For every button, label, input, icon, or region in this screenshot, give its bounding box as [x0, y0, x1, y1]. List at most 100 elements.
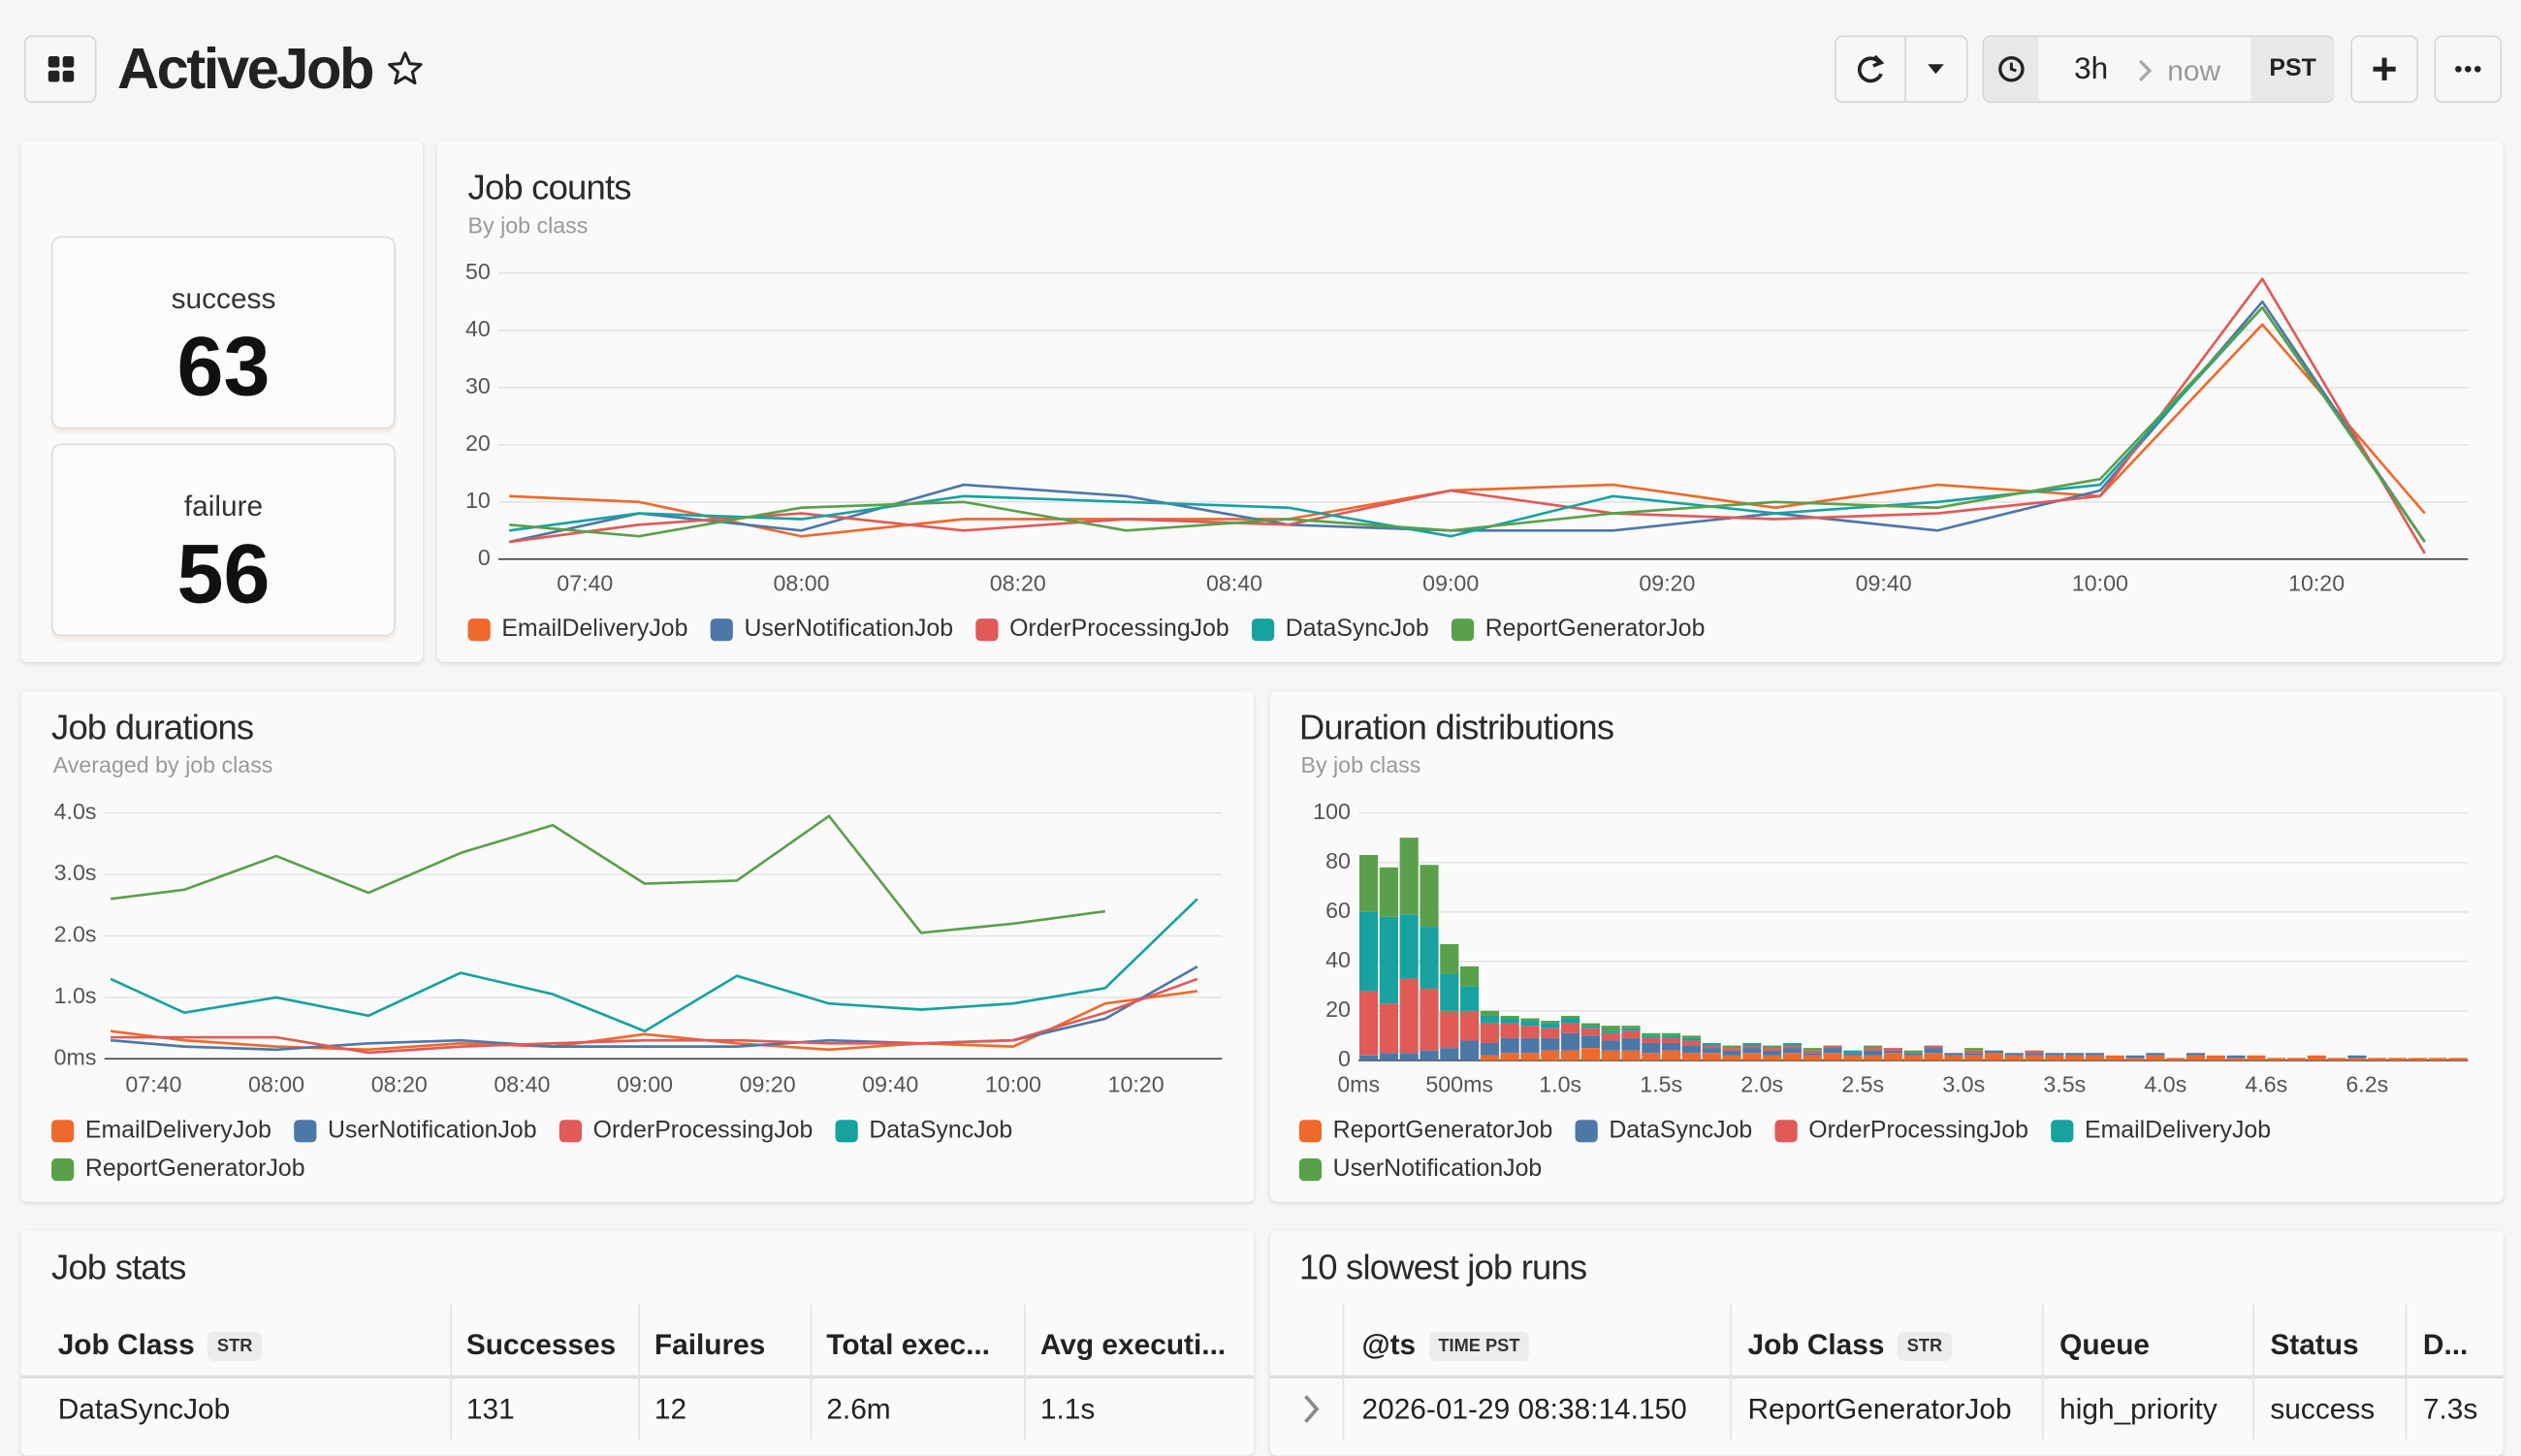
- histogram-bar: [1803, 1055, 1822, 1060]
- column-separator: [638, 1304, 640, 1440]
- histogram-bar: [2085, 1055, 2105, 1060]
- histogram-bar: [2004, 1055, 2024, 1060]
- column-header[interactable]: Queue: [2059, 1328, 2151, 1361]
- stat-label: failure: [183, 490, 264, 522]
- histogram-bar: [1763, 1045, 1782, 1049]
- series-line: [110, 814, 1106, 934]
- histogram-bar: [1561, 1023, 1580, 1033]
- x-tick-label: 08:20: [990, 570, 1046, 595]
- histogram-bar: [1722, 1050, 1741, 1056]
- clock-section: [1984, 37, 2039, 102]
- histogram-bar: [1480, 1023, 1499, 1044]
- histogram-bar: [1601, 1030, 1620, 1033]
- legend-label: UserNotificationJob: [744, 615, 953, 642]
- x-tick-label: 10:20: [1108, 1072, 1165, 1097]
- x-tick-label: 10:00: [985, 1072, 1041, 1097]
- histogram-bar: [1500, 1023, 1519, 1038]
- legend-swatch: [1774, 1120, 1798, 1143]
- table-title: 10 slowest job runs: [1298, 1247, 1587, 1287]
- table-cell: 12: [654, 1392, 687, 1426]
- column-header[interactable]: Failures: [654, 1328, 766, 1361]
- column-name: @ts: [1361, 1328, 1417, 1361]
- x-tick-label: 07:40: [125, 1072, 181, 1097]
- more-button[interactable]: [2434, 35, 2503, 104]
- legend-label: UserNotificationJob: [328, 1116, 537, 1143]
- legend-label: EmailDeliveryJob: [501, 615, 687, 642]
- series-line: [110, 990, 1198, 1052]
- table-rule: [1269, 1375, 2504, 1379]
- column-header[interactable]: Successes: [465, 1328, 617, 1361]
- histogram-bar: [1359, 991, 1379, 1056]
- chart-panel: [1269, 690, 2504, 1202]
- histogram-bar: [2125, 1055, 2145, 1059]
- legend-label: DataSyncJob: [1609, 1116, 1752, 1143]
- histogram-bar: [1500, 1018, 1519, 1024]
- column-separator: [1342, 1304, 1345, 1440]
- histogram-bar: [1864, 1055, 1883, 1060]
- histogram-bar: [1379, 1003, 1398, 1054]
- histogram-bar: [2206, 1055, 2225, 1060]
- histogram-bar: [1823, 1053, 1842, 1060]
- histogram-bar: [1541, 1028, 1560, 1038]
- histogram-bar: [1541, 1021, 1560, 1024]
- x-tick-label: 1.0s: [1539, 1072, 1581, 1097]
- column-header[interactable]: Status: [2270, 1328, 2359, 1361]
- histogram-bar: [1883, 1050, 1903, 1054]
- histogram-bar: [2247, 1055, 2266, 1060]
- menu-button[interactable]: [23, 35, 97, 104]
- refresh-group: [1835, 35, 1968, 104]
- legend-swatch: [1451, 618, 1475, 642]
- y-tick-label: 100: [1313, 799, 1351, 824]
- histogram-bar: [1843, 1055, 1863, 1060]
- x-tick-label: 2.0s: [1740, 1072, 1783, 1097]
- histogram-bar: [2267, 1058, 2286, 1060]
- histogram-bar: [1782, 1048, 1803, 1054]
- table-cell: success: [2270, 1392, 2376, 1426]
- histogram-bar: [1924, 1053, 1943, 1060]
- legend-label: DataSyncJob: [869, 1116, 1012, 1143]
- legend-label: ReportGeneratorJob: [85, 1155, 305, 1182]
- x-tick-label: 10:20: [2288, 570, 2345, 595]
- star-button[interactable]: [386, 49, 425, 88]
- legend-label: ReportGeneratorJob: [1485, 615, 1706, 642]
- type-badge: TIME PST: [1428, 1332, 1530, 1362]
- chart-title: Duration distributions: [1298, 707, 1614, 747]
- expand-row[interactable]: [1299, 1391, 1325, 1426]
- histogram-bar: [1823, 1045, 1842, 1049]
- histogram-bar: [1883, 1048, 1903, 1051]
- histogram-bar: [2065, 1055, 2085, 1060]
- y-tick-label: 1.0s: [54, 983, 97, 1008]
- column-header[interactable]: Total exec...: [826, 1328, 990, 1361]
- y-tick-label: 60: [1325, 898, 1351, 923]
- histogram-bar: [1681, 1037, 1701, 1041]
- column-header[interactable]: D...: [2422, 1328, 2469, 1361]
- legend-label: UserNotificationJob: [1333, 1155, 1543, 1182]
- legend-swatch: [51, 1120, 75, 1143]
- histogram-bar: [1480, 1055, 1499, 1060]
- y-tick-label: 20: [1325, 997, 1351, 1022]
- time-range[interactable]: 3h now PST: [1982, 35, 2335, 104]
- table-cell: 131: [465, 1392, 515, 1426]
- y-tick-label: 50: [465, 259, 491, 284]
- legend-swatch: [2051, 1120, 2074, 1143]
- column-header[interactable]: Avg executi...: [1039, 1328, 1227, 1361]
- series-line: [111, 977, 1198, 1055]
- refresh-icons[interactable]: [1836, 35, 1966, 104]
- column-header[interactable]: @ts TIME PST: [1361, 1328, 1530, 1363]
- histogram-bar: [1803, 1053, 1822, 1056]
- column-header[interactable]: Job Class STR: [1747, 1329, 1953, 1363]
- add-button[interactable]: [2350, 35, 2418, 104]
- histogram-bar: [1924, 1045, 1943, 1049]
- histogram-bar: [1520, 1053, 1540, 1060]
- histogram-bar: [1420, 988, 1439, 1051]
- histogram-bar: [1984, 1053, 2004, 1060]
- column-header[interactable]: Job Class STR: [58, 1329, 263, 1363]
- chart-title: Job durations: [51, 707, 254, 747]
- histogram-bar: [1964, 1048, 1984, 1051]
- histogram-bar: [2045, 1055, 2064, 1060]
- histogram-bar: [1379, 1053, 1398, 1060]
- x-tick-label: 0ms: [1337, 1072, 1380, 1097]
- table-cell: 7.3s: [2422, 1392, 2478, 1426]
- x-tick-label: 1.5s: [1640, 1072, 1682, 1097]
